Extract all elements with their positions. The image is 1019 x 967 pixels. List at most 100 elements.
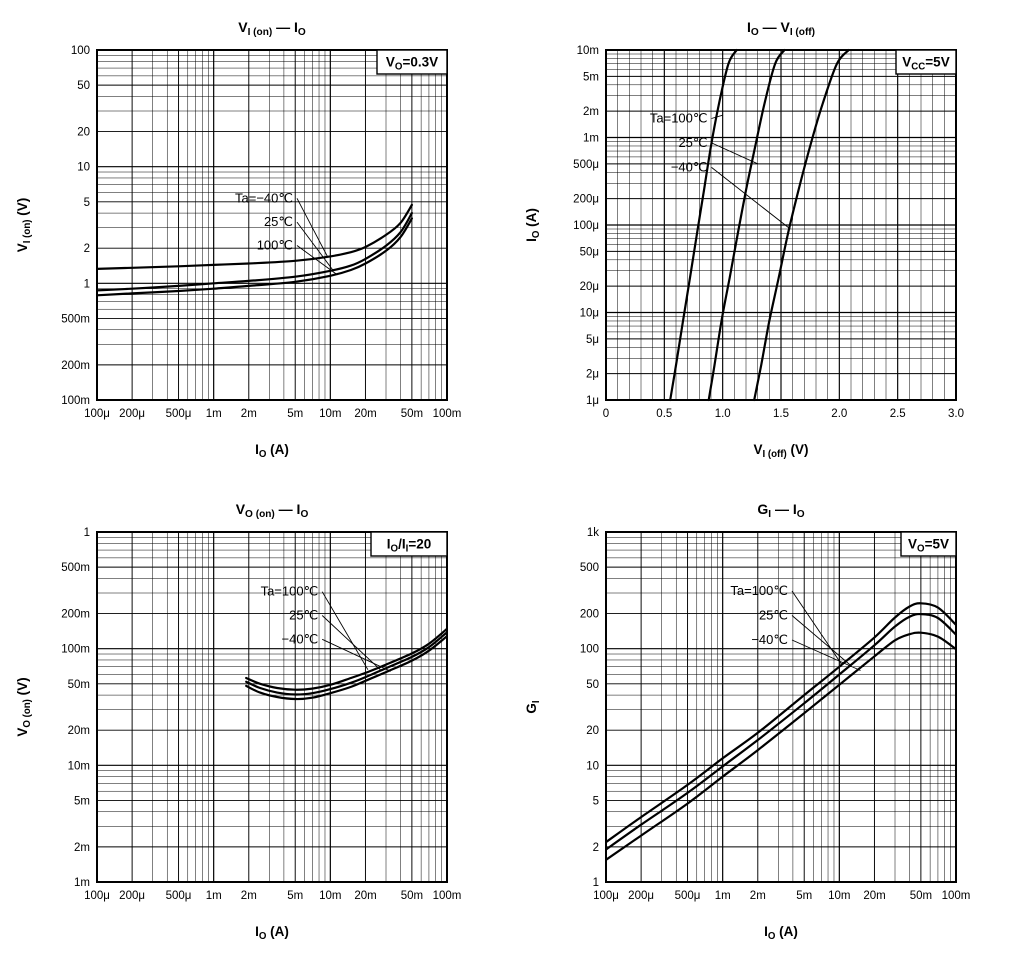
legend-label: Ta=−40℃ xyxy=(235,190,293,205)
chart-svg-gi-vs-io: Ta=100℃ 25℃ −40℃ VO=5V 100μ 200μ 500μ 1m 2m 5m 10m… xyxy=(524,501,970,942)
x-tick-label: 0 xyxy=(602,408,608,420)
series-group xyxy=(668,48,850,402)
y-tick-label: 5m xyxy=(74,796,90,808)
condition-box xyxy=(894,49,957,75)
x-tick-label: 1.5 xyxy=(773,408,789,420)
x-tick-label: 1m xyxy=(205,890,221,902)
x-tick-label: 3.0 xyxy=(948,408,964,420)
legend-pointer-line xyxy=(791,639,861,671)
x-tick-label: 100m xyxy=(941,890,970,902)
chart-vo-on-vs-io: Ta=100℃ 25℃ −40℃ IO/II=20 100μ 200μ 500μ 1m 2m 5m… xyxy=(0,494,509,966)
y-tick-label: 2 xyxy=(592,842,598,854)
y-tick-label: 100 xyxy=(579,644,598,656)
x-tick-label: 5m xyxy=(287,408,303,420)
legend-label: −40℃ xyxy=(281,631,318,646)
x-tick-label: 100μ xyxy=(593,890,619,902)
plot-border xyxy=(95,531,448,883)
y-tick-label: 10μ xyxy=(579,308,598,320)
x-tick-label: 1.0 xyxy=(714,408,730,420)
y-tick-label: 1 xyxy=(83,278,89,290)
chart-title: VI (on) — IO xyxy=(238,19,306,38)
x-tick-label: 2.5 xyxy=(889,408,905,420)
series-curve xyxy=(707,48,786,402)
legend-label: Ta=100℃ xyxy=(260,584,318,599)
condition-box xyxy=(375,49,448,75)
x-tick-label: 20m xyxy=(354,890,376,902)
y-tick-label: 1k xyxy=(586,527,598,539)
y-tick-label: 10 xyxy=(586,760,599,772)
condition-label: VCC=5V xyxy=(902,55,949,73)
y-tick-label: 50 xyxy=(586,679,599,691)
y-tick-label: 200 xyxy=(579,609,598,621)
y-tick-label: 2 xyxy=(83,243,89,255)
x-tick-label: 200μ xyxy=(119,890,145,902)
y-tick-label: 5m xyxy=(583,71,599,83)
y-tick-label: 200m xyxy=(61,360,90,372)
legend-pointer-line xyxy=(710,142,758,165)
x-axis-label: VI (off) (V) xyxy=(753,442,808,460)
plot-border xyxy=(95,49,448,401)
plot-border xyxy=(604,49,957,401)
legend-label: 100℃ xyxy=(256,238,292,253)
y-tick-label: 500 xyxy=(579,562,598,574)
legend-label: Ta=100℃ xyxy=(730,583,788,598)
legend-pointer-line xyxy=(296,221,333,271)
y-tick-label: 200μ xyxy=(573,194,599,206)
x-tick-label: 1m xyxy=(714,890,730,902)
x-tick-label: 100m xyxy=(432,408,461,420)
condition-label: IO/II=20 xyxy=(386,537,430,555)
x-tick-label: 50m xyxy=(400,408,422,420)
chart-svg-vo-on-vs-io: Ta=100℃ 25℃ −40℃ IO/II=20 100μ 200μ 500μ 1m 2m 5m… xyxy=(15,501,461,942)
legend-label: 25℃ xyxy=(263,214,292,229)
y-tick-label: 5 xyxy=(83,197,89,209)
x-tick-label: 0.5 xyxy=(656,408,672,420)
condition-box xyxy=(369,531,448,557)
series-group xyxy=(604,602,957,861)
legend-label: Ta=100℃ xyxy=(649,110,707,125)
legend-pointer-line xyxy=(710,167,791,230)
y-tick-label: 1 xyxy=(592,877,598,889)
x-tick-label: 5m xyxy=(796,890,812,902)
series-group xyxy=(95,203,413,297)
legend-label: 25℃ xyxy=(758,608,787,623)
y-tick-label: 50 xyxy=(77,80,90,92)
y-tick-label: 200m xyxy=(61,609,90,621)
chart-svg-vi-on-vs-io: Ta=−40℃ 25℃ 100℃ VO=0.3V 100μ 200μ 500μ 1m 2m 5m 1… xyxy=(15,19,461,460)
condition-label: VO=0.3V xyxy=(385,55,437,73)
chart-gi-vs-io: Ta=100℃ 25℃ −40℃ VO=5V 100μ 200μ 500μ 1m 2m 5m 10m… xyxy=(509,494,1018,966)
x-tick-label: 20m xyxy=(354,408,376,420)
x-tick-label: 50m xyxy=(909,890,931,902)
series-curve xyxy=(244,627,448,691)
legend-pointer-line xyxy=(791,615,852,667)
x-tick-label: 100μ xyxy=(84,408,110,420)
y-tick-label: 100m xyxy=(61,644,90,656)
y-axis-label: IO (A) xyxy=(524,208,542,242)
y-tick-label: 20 xyxy=(77,127,90,139)
chart-title: VO (on) — IO xyxy=(235,501,308,520)
x-tick-label: 10m xyxy=(319,408,341,420)
x-tick-label: 100μ xyxy=(84,890,110,902)
legend-pointer-line xyxy=(321,638,391,672)
y-tick-label: 10 xyxy=(77,162,90,174)
y-tick-label: 100m xyxy=(61,395,90,407)
x-axis-label: IO (A) xyxy=(764,924,798,942)
x-tick-label: 10m xyxy=(319,890,341,902)
y-tick-label: 5 xyxy=(592,796,598,808)
series-curve xyxy=(604,602,957,844)
chart-io-vs-vi-off: Ta=100℃ 25℃ −40℃ VCC=5V 0 0.5 1.0 1.5 2.0 2.5 3.0 1… xyxy=(509,12,1018,484)
condition-label: VO=5V xyxy=(908,537,949,555)
x-tick-label: 200μ xyxy=(119,408,145,420)
series-curve xyxy=(604,612,957,851)
series-curve xyxy=(95,212,413,292)
x-tick-label: 1m xyxy=(205,408,221,420)
y-tick-label: 20μ xyxy=(579,281,598,293)
y-tick-label: 100μ xyxy=(573,220,599,232)
y-tick-label: 2μ xyxy=(585,369,598,381)
legend-pointer-line xyxy=(791,590,842,665)
y-tick-label: 20 xyxy=(586,725,599,737)
chart-title: IO — VI (off) xyxy=(746,19,814,38)
legend-label: 25℃ xyxy=(678,135,707,150)
legend-label: 25℃ xyxy=(289,608,318,623)
y-tick-label: 500m xyxy=(61,314,90,326)
